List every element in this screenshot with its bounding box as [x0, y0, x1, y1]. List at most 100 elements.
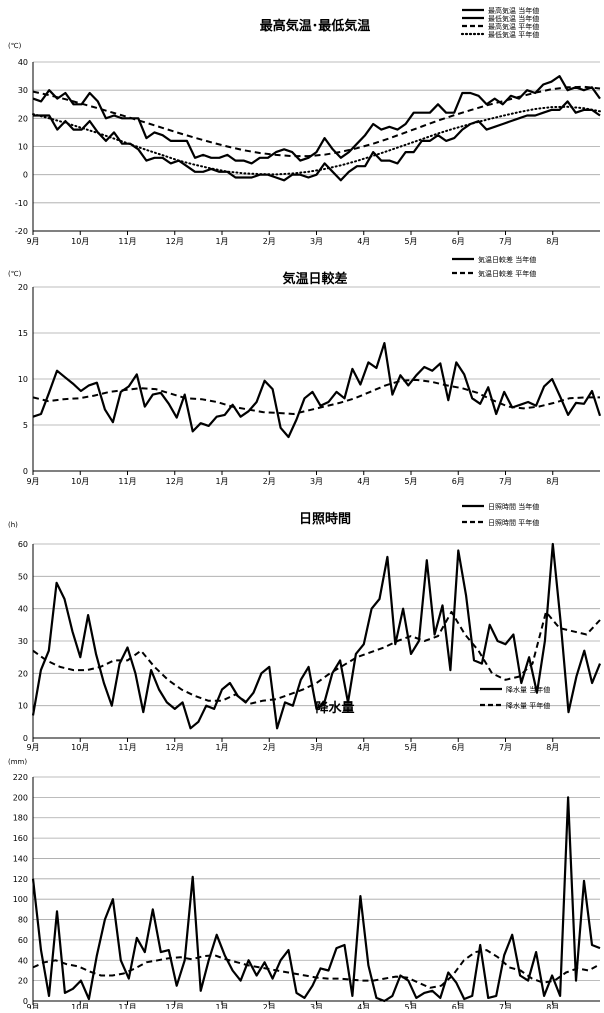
- chart4-x-tick-label: 3月: [310, 1003, 323, 1009]
- chart4-y-tick-label: 160: [13, 834, 28, 843]
- chart3-y-tick-label: 0: [23, 734, 28, 743]
- chart2-y-tick-label: 20: [18, 283, 28, 292]
- chart3-series-line-1: [31, 542, 602, 730]
- chart3-x-tick-label: 12月: [166, 743, 184, 752]
- chart4-y-tick-label: 220: [13, 773, 28, 782]
- chart1-legend-label: 最低気温 当年値: [488, 14, 539, 23]
- chart2-x-tick-label: 3月: [310, 477, 323, 486]
- chart4-y-tick-label: 60: [18, 936, 28, 945]
- chart3-x-tick-label: 2月: [263, 743, 276, 752]
- chart1-x-tick-label: 4月: [357, 237, 370, 246]
- chart2-x-tick-label: 12月: [166, 477, 184, 486]
- chart1-y-tick-label: -20: [15, 227, 28, 236]
- chart1-x-tick-label: 5月: [404, 237, 417, 246]
- chart2-x-tick-label: 5月: [404, 477, 417, 486]
- chart1-legend-label: 最低気温 平年値: [488, 30, 539, 39]
- chart2-legend-label: 気温日較差 平年値: [478, 269, 536, 278]
- chart1-x-tick-label: 9月: [26, 237, 39, 246]
- chart3-y-tick-label: 40: [18, 605, 28, 614]
- chart3-x-tick-label: 10月: [71, 743, 89, 752]
- chart3-x-tick-label: 7月: [499, 743, 512, 752]
- chart1-series-line-2: [33, 100, 601, 182]
- chart2-series-line-2: [32, 378, 600, 415]
- chart2-series-line-1: [32, 342, 602, 439]
- chart1-x-tick-label: 10月: [71, 237, 89, 246]
- chart3-y-tick-label: 10: [18, 702, 28, 711]
- chart2-y-tick-label: 15: [18, 329, 28, 338]
- chart1-y-tick-label: 30: [18, 86, 28, 95]
- chart4-y-tick-label: 20: [18, 977, 28, 986]
- chart3-x-tick-label: 6月: [452, 743, 465, 752]
- chart1-y-tick-label: 10: [18, 143, 28, 152]
- chart1-legend-label: 最高気温 当年値: [488, 6, 539, 15]
- chart3-y-tick-label: 50: [18, 572, 28, 581]
- chart3-x-tick-label: 11月: [118, 743, 136, 752]
- chart4-unit-label: (mm): [8, 758, 27, 766]
- chart2-y-tick-label: 5: [23, 421, 28, 430]
- chart3-legend-label: 日照時間 当年値: [488, 502, 539, 511]
- chart1-x-tick-label: 6月: [452, 237, 465, 246]
- chart1-series-line-4: [32, 105, 601, 176]
- chart3-x-tick-label: 8月: [546, 743, 559, 752]
- chart4-series-line-2: [32, 949, 601, 989]
- chart4-title: 降水量: [315, 700, 354, 716]
- chart4-x-tick-label: 7月: [499, 1003, 512, 1009]
- chart4-x-tick-label: 8月: [546, 1003, 559, 1009]
- chart3-legend-label: 日照時間 平年値: [488, 518, 539, 527]
- chart3-x-tick-label: 5月: [404, 743, 417, 752]
- chart4-x-tick-label: 10月: [71, 1003, 89, 1009]
- chart4-y-tick-label: 180: [13, 814, 28, 823]
- chart3-x-tick-label: 9月: [26, 743, 39, 752]
- chart2-unit-label: (℃): [8, 270, 22, 278]
- chart2-x-tick-label: 1月: [215, 477, 228, 486]
- chart2-x-tick-label: 11月: [118, 477, 136, 486]
- chart1-x-tick-label: 7月: [499, 237, 512, 246]
- chart4-y-tick-label: 0: [23, 997, 28, 1006]
- chart3-x-tick-label: 4月: [357, 743, 370, 752]
- chart4-y-tick-label: 140: [13, 854, 28, 863]
- chart1-y-tick-label: 0: [23, 171, 28, 180]
- chart2-x-tick-label: 7月: [499, 477, 512, 486]
- chart1-y-tick-label: 20: [18, 114, 28, 123]
- chart2-x-tick-label: 2月: [263, 477, 276, 486]
- chart1-title: 最高気温･最低気温: [260, 18, 371, 34]
- chart1-x-tick-label: 8月: [546, 237, 559, 246]
- chart2-title: 気温日較差: [282, 271, 347, 287]
- chart4-x-tick-label: 12月: [166, 1003, 184, 1009]
- chart4-x-tick-label: 11月: [118, 1003, 136, 1009]
- chart2-x-tick-label: 6月: [452, 477, 465, 486]
- chart2-x-tick-label: 10月: [71, 477, 89, 486]
- chart1-y-tick-label: 40: [18, 58, 28, 67]
- chart1-y-tick-label: -10: [15, 199, 28, 208]
- chart4-x-tick-label: 1月: [215, 1003, 228, 1009]
- chart4-x-tick-label: 9月: [26, 1003, 39, 1009]
- chart1-series-line-1: [32, 74, 601, 165]
- chart2-legend-label: 気温日較差 当年値: [478, 255, 536, 264]
- chart2-x-tick-label: 9月: [26, 477, 39, 486]
- chart3-series-line-2: [32, 610, 601, 705]
- chart4-x-tick-label: 2月: [263, 1003, 276, 1009]
- chart3-x-tick-label: 3月: [310, 743, 323, 752]
- chart4-y-tick-label: 200: [13, 793, 28, 802]
- chart1-x-tick-label: 2月: [263, 237, 276, 246]
- chart3-title: 日照時間: [299, 511, 351, 527]
- chart1-series-line-3: [32, 85, 601, 158]
- chart1-x-tick-label: 12月: [166, 237, 184, 246]
- chart1-x-tick-label: 11月: [118, 237, 136, 246]
- chart4-y-tick-label: 80: [18, 916, 28, 925]
- chart2-y-tick-label: 0: [23, 467, 28, 476]
- chart2-x-tick-label: 4月: [357, 477, 370, 486]
- chart4-y-tick-label: 100: [13, 895, 28, 904]
- chart3-y-tick-label: 20: [18, 669, 28, 678]
- chart4-y-tick-label: 40: [18, 956, 28, 965]
- chart4-x-tick-label: 6月: [452, 1003, 465, 1009]
- chart1-x-tick-label: 3月: [310, 237, 323, 246]
- chart3-y-tick-label: 30: [18, 637, 28, 646]
- chart4-x-tick-label: 5月: [404, 1003, 417, 1009]
- chart1-unit-label: (℃): [8, 42, 22, 50]
- chart4-y-tick-label: 120: [13, 875, 28, 884]
- chart4-legend-label: 降水量 平年値: [506, 701, 550, 710]
- chart4-x-tick-label: 4月: [357, 1003, 370, 1009]
